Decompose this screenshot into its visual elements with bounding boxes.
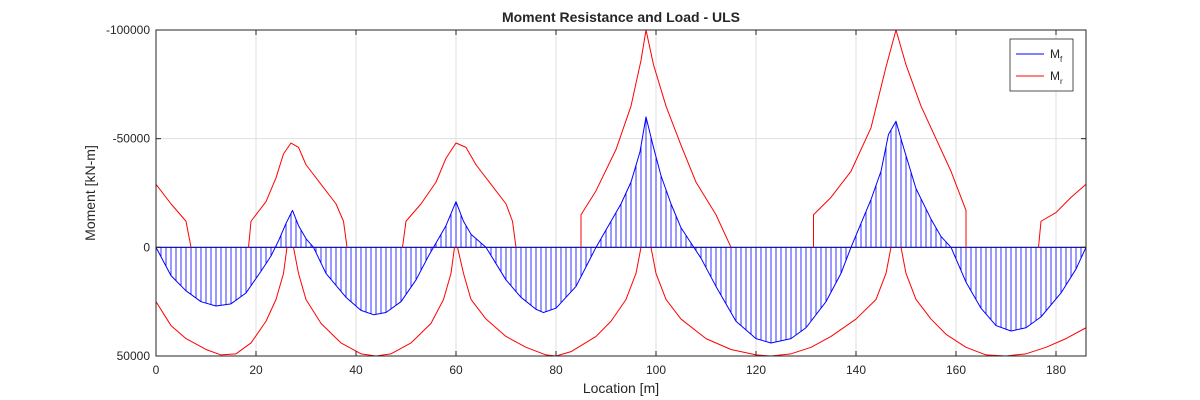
x-tick-label: 100: [646, 363, 666, 377]
x-axis-label: Location [m]: [583, 380, 659, 396]
y-tick-label: -100000: [106, 23, 150, 37]
mr-curve-segment: [900, 247, 1087, 357]
mf-curve: [155, 116, 1087, 344]
y-tick-labels: -100000 -50000 0 50000: [106, 23, 150, 363]
x-tick-label: 180: [1046, 363, 1066, 377]
mf-hatch-fill: [160, 116, 1082, 343]
x-tick-label: 140: [846, 363, 866, 377]
axes-box: [155, 29, 1087, 357]
x-tick-label: 160: [946, 363, 966, 377]
y-tick-label: -50000: [113, 132, 151, 146]
legend: Mf Mr: [1009, 38, 1074, 92]
legend-mf-label: Mf: [1050, 47, 1063, 64]
x-tick-label: 120: [746, 363, 766, 377]
plot-area: [156, 30, 1086, 356]
mr-curve-segment: [248, 142, 348, 248]
mr-curve-segment: [155, 247, 288, 356]
axis-ticks: [155, 29, 1086, 357]
x-tick-label: 0: [153, 363, 160, 377]
x-tick-label: 80: [549, 363, 563, 377]
x-tick-label: 20: [249, 363, 263, 377]
x-tick-label: 60: [449, 363, 463, 377]
mf-series: [155, 116, 1087, 344]
legend-box: [1009, 38, 1074, 92]
x-tick-labels: 0 20 40 60 80 100 120 140 160 180: [153, 363, 1067, 377]
legend-mr-label: Mr: [1050, 69, 1063, 86]
mr-curve-segment: [155, 184, 192, 248]
chart-title: Moment Resistance and Load - ULS: [502, 9, 740, 25]
y-tick-label: 0: [143, 240, 150, 254]
y-tick-label: 50000: [117, 349, 151, 363]
mr-curve-segment: [402, 142, 517, 248]
y-axis-label: Moment [kN-m]: [82, 145, 98, 241]
mr-curve-segment: [1038, 183, 1087, 248]
x-tick-label: 40: [349, 363, 363, 377]
mr-curve-segment: [457, 247, 642, 357]
